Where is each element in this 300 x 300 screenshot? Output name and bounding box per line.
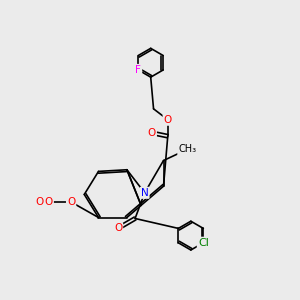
Text: Cl: Cl — [198, 238, 209, 248]
Text: O: O — [114, 224, 122, 233]
Text: O: O — [36, 197, 44, 207]
Text: O: O — [67, 197, 75, 207]
Text: CH₃: CH₃ — [178, 144, 196, 154]
Text: O: O — [45, 197, 53, 207]
Text: F: F — [135, 65, 141, 75]
Text: O: O — [164, 115, 172, 125]
Text: N: N — [141, 188, 148, 198]
Text: O: O — [148, 128, 156, 138]
